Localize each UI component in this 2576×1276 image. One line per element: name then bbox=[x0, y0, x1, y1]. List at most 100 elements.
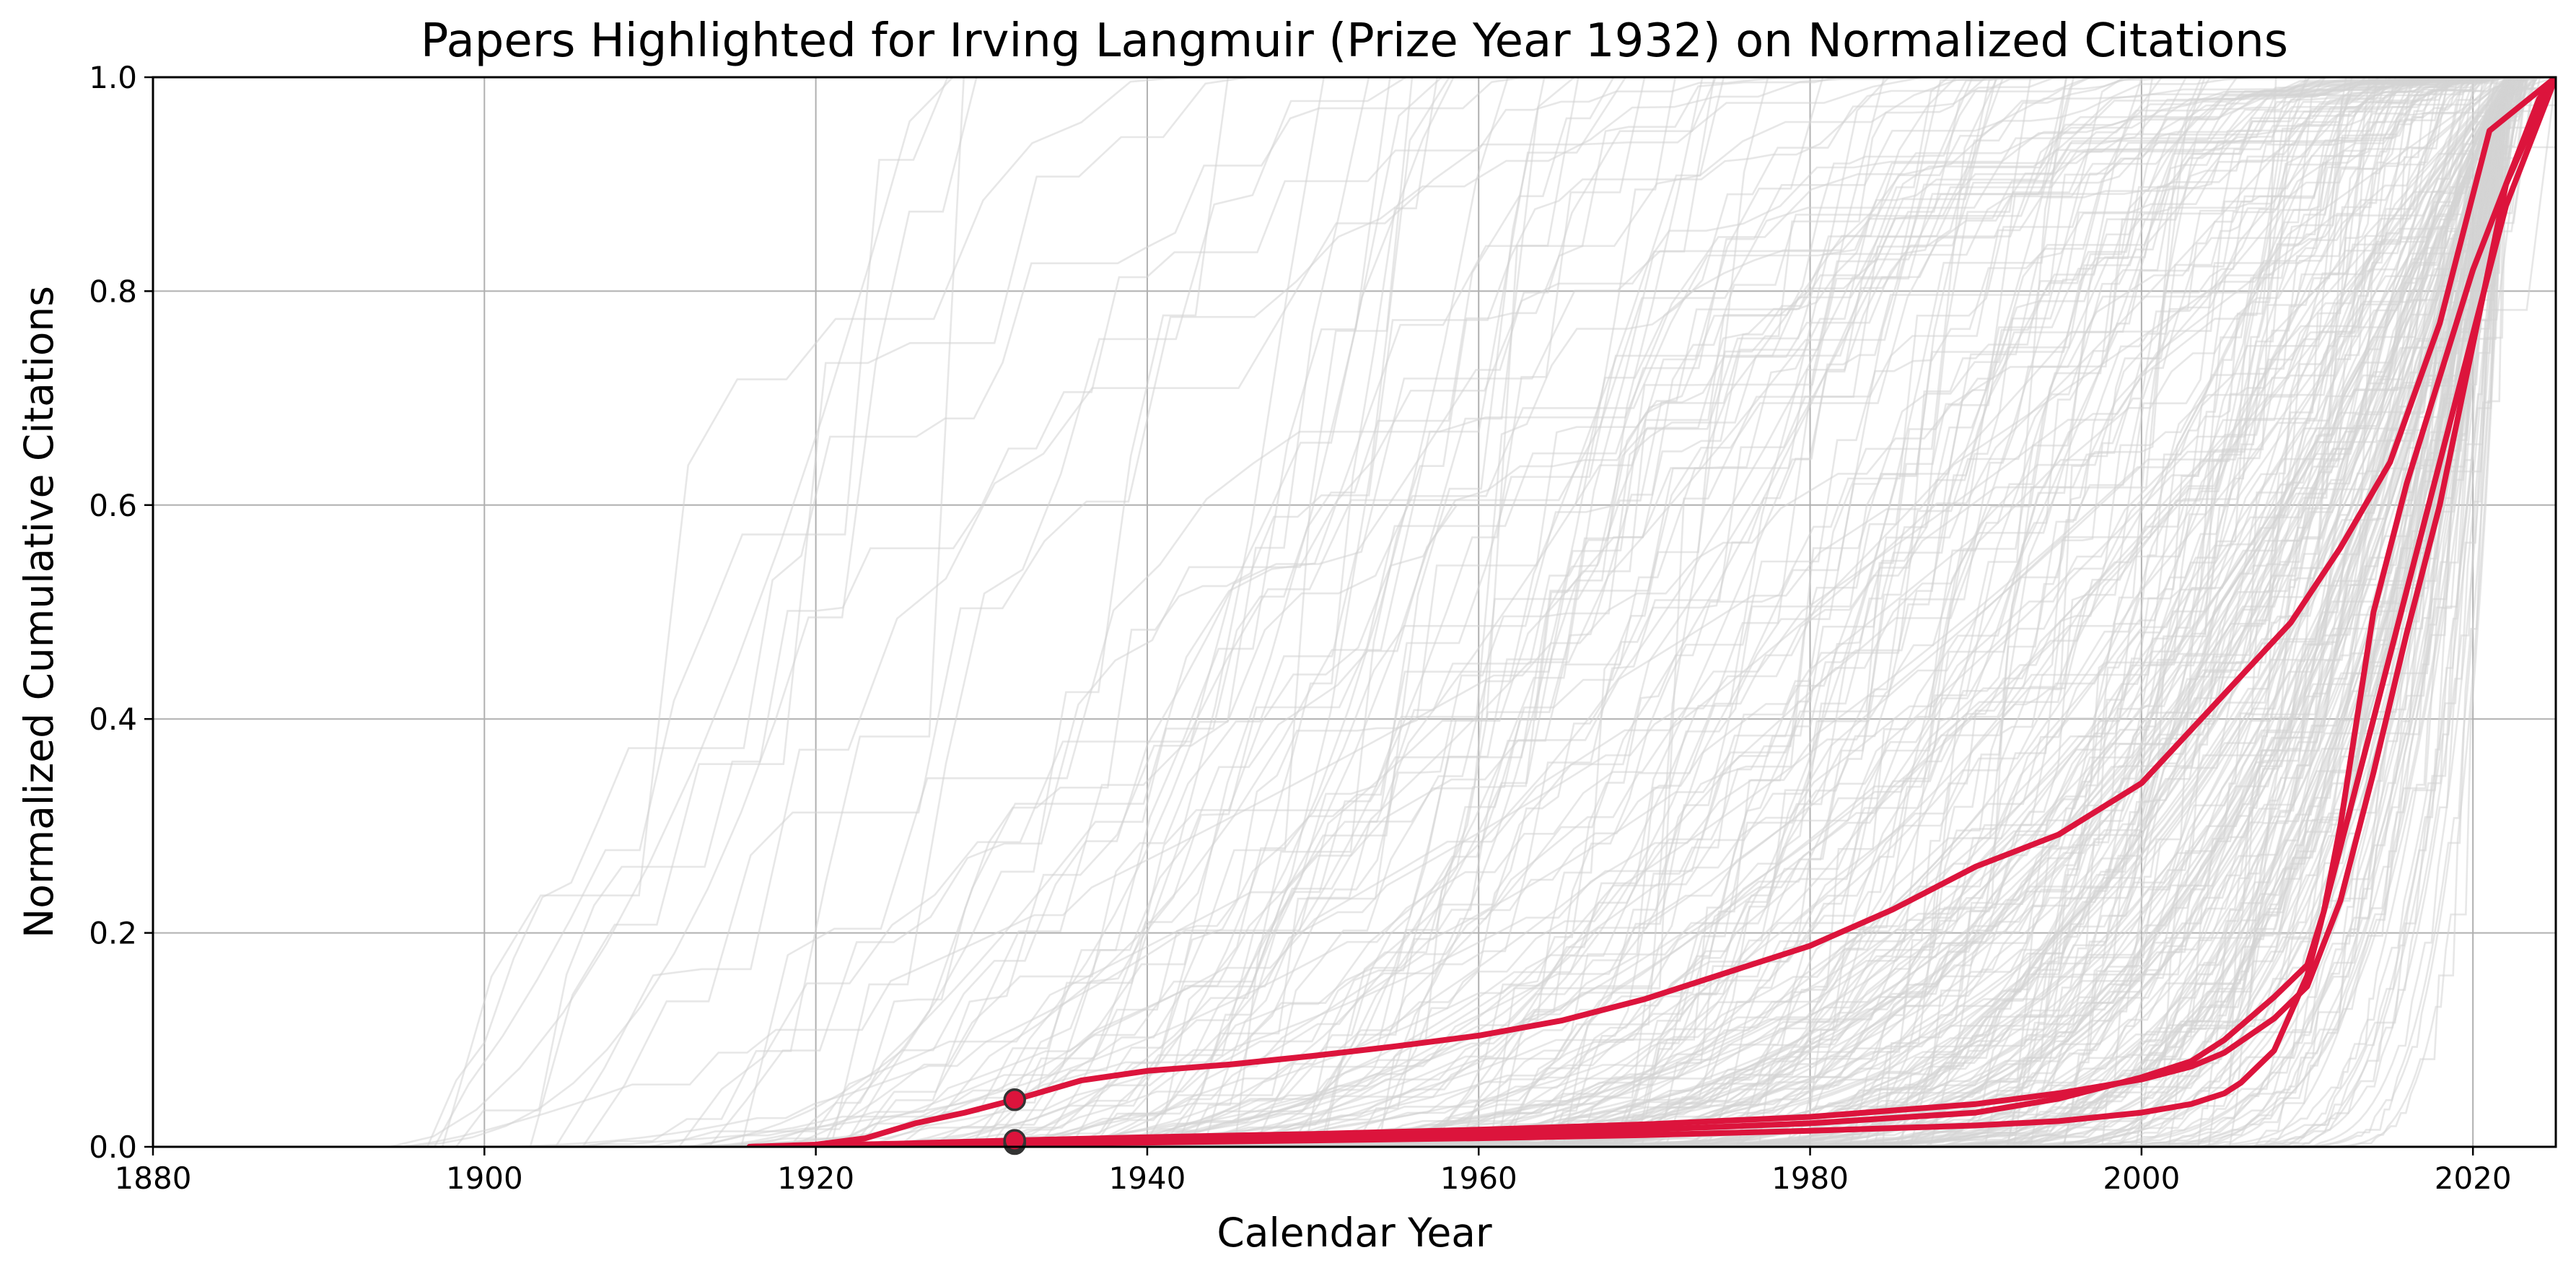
highlighted-series bbox=[746, 77, 2556, 1147]
highlighted-series-line bbox=[746, 77, 2556, 1147]
background-series-line bbox=[1620, 77, 2556, 1147]
background-series-line bbox=[1357, 77, 2556, 1147]
background-series-line bbox=[780, 77, 2556, 1147]
background-series-line bbox=[951, 77, 2556, 1147]
background-series-line bbox=[822, 77, 2556, 1147]
background-series-line bbox=[1095, 77, 2556, 1147]
background-series-line bbox=[1410, 77, 2556, 1147]
background-series-line bbox=[1354, 77, 2556, 1147]
background-series-line bbox=[1784, 77, 2556, 1147]
background-series-line bbox=[1110, 77, 2556, 1147]
background-series-line bbox=[1780, 77, 2556, 1147]
background-series-line bbox=[709, 77, 2556, 1147]
background-series-line bbox=[471, 77, 2556, 1147]
background-series-line bbox=[1033, 77, 2556, 1147]
background-series-line bbox=[1302, 77, 2556, 1147]
y-tick-label: 1.0 bbox=[89, 60, 137, 95]
background-series-line bbox=[455, 77, 2556, 1147]
background-series-line bbox=[776, 77, 2556, 1147]
background-series-line bbox=[1007, 77, 2556, 1147]
x-tick-label: 1900 bbox=[446, 1161, 523, 1196]
background-series-line bbox=[1929, 77, 2556, 1147]
background-series-line bbox=[2217, 77, 2556, 1147]
background-series-line bbox=[1069, 77, 2556, 1147]
background-series-line bbox=[899, 77, 2556, 1147]
y-axis-label: Normalized Cumulative Citations bbox=[16, 286, 62, 938]
prize-year-marker bbox=[1003, 1129, 1026, 1152]
background-series-line bbox=[441, 77, 2556, 1147]
background-series-line bbox=[841, 77, 2556, 1147]
background-series-line bbox=[1678, 77, 2556, 1147]
background-series-line bbox=[747, 77, 2556, 1147]
x-axis-label: Calendar Year bbox=[1217, 1210, 1492, 1256]
background-series-line bbox=[708, 77, 2556, 1147]
background-series-line bbox=[372, 77, 2556, 1147]
background-series-line bbox=[857, 77, 2556, 1147]
background-series-line bbox=[657, 77, 2556, 1147]
background-series-line bbox=[1092, 77, 2556, 1147]
background-series-line bbox=[2271, 77, 2556, 1147]
background-series-line bbox=[1694, 77, 2556, 1147]
x-tick-label: 1980 bbox=[1771, 1161, 1849, 1196]
background-series-line bbox=[554, 77, 2556, 1147]
highlighted-series-line bbox=[746, 77, 2556, 1147]
background-series-line bbox=[766, 77, 2556, 1147]
background-series-line bbox=[1485, 77, 2556, 1147]
background-series-line bbox=[389, 77, 2556, 1147]
background-series-line bbox=[628, 77, 2556, 1147]
background-series-line bbox=[1397, 77, 2556, 1147]
prize-year-marker bbox=[1003, 1088, 1026, 1111]
y-tick-label: 0.6 bbox=[89, 488, 137, 523]
x-tick-label: 1920 bbox=[777, 1161, 854, 1196]
x-tick-label: 1940 bbox=[1108, 1161, 1186, 1196]
background-series-line bbox=[657, 77, 2556, 1147]
background-series-line bbox=[1751, 77, 2556, 1147]
y-tick-label: 0.2 bbox=[89, 916, 137, 951]
y-tick-label: 0.8 bbox=[89, 274, 137, 309]
background-series-line bbox=[820, 77, 2556, 1147]
x-tick-label: 2020 bbox=[2435, 1161, 2512, 1196]
background-series-line bbox=[1903, 77, 2556, 1147]
background-series-line bbox=[426, 77, 2556, 1147]
ticks: 1880 1900 1920 1940 1960 1980 2000 2020 0.0 0.2 0.… bbox=[89, 60, 2511, 1196]
background-series-line bbox=[410, 77, 2556, 1147]
background-series-line bbox=[1267, 77, 2556, 1147]
background-series-line bbox=[669, 77, 2556, 1147]
y-tick-label: 0.4 bbox=[89, 702, 137, 737]
highlighted-series-line bbox=[746, 77, 2556, 1147]
background-series-line bbox=[1287, 77, 2556, 1147]
background-series-line bbox=[888, 77, 2556, 1147]
background-series-line bbox=[1521, 77, 2556, 1147]
background-series-line bbox=[1362, 77, 2556, 1147]
background-series-line bbox=[402, 77, 2556, 1147]
background-series-line bbox=[582, 77, 2556, 1147]
y-tick-label: 0.0 bbox=[89, 1129, 137, 1165]
highlighted-series-line bbox=[746, 77, 2556, 1147]
x-tick-label: 1880 bbox=[115, 1161, 192, 1196]
background-series-line bbox=[400, 77, 2556, 1147]
background-series-line bbox=[924, 77, 2556, 1147]
background-series-line bbox=[1083, 77, 2556, 1147]
background-series-line bbox=[1212, 77, 2556, 1147]
background-series-line bbox=[1364, 77, 2556, 1147]
x-tick-label: 1960 bbox=[1440, 1161, 1517, 1196]
background-series-line bbox=[529, 77, 2556, 1147]
background-series-line bbox=[2186, 77, 2556, 1147]
x-tick-label: 2000 bbox=[2103, 1161, 2180, 1196]
background-series-line bbox=[782, 77, 2556, 1147]
background-series-line bbox=[818, 77, 2556, 1147]
background-series-line bbox=[438, 77, 2556, 1147]
background-series-line bbox=[1549, 77, 2556, 1147]
background-series-line bbox=[1116, 77, 2556, 1147]
background-series-line bbox=[799, 77, 2556, 1147]
plot-frame bbox=[152, 76, 2557, 1148]
background-series-line bbox=[930, 77, 2556, 1147]
background-series-line bbox=[968, 77, 2556, 1147]
chart-title: Papers Highlighted for Irving Langmuir (… bbox=[421, 14, 2288, 68]
background-series-line bbox=[1891, 77, 2556, 1147]
background-series-line bbox=[1507, 77, 2556, 1147]
background-series-line bbox=[830, 77, 2556, 1147]
background-series-line bbox=[450, 77, 2556, 1147]
background-series-line bbox=[1142, 77, 2556, 1147]
